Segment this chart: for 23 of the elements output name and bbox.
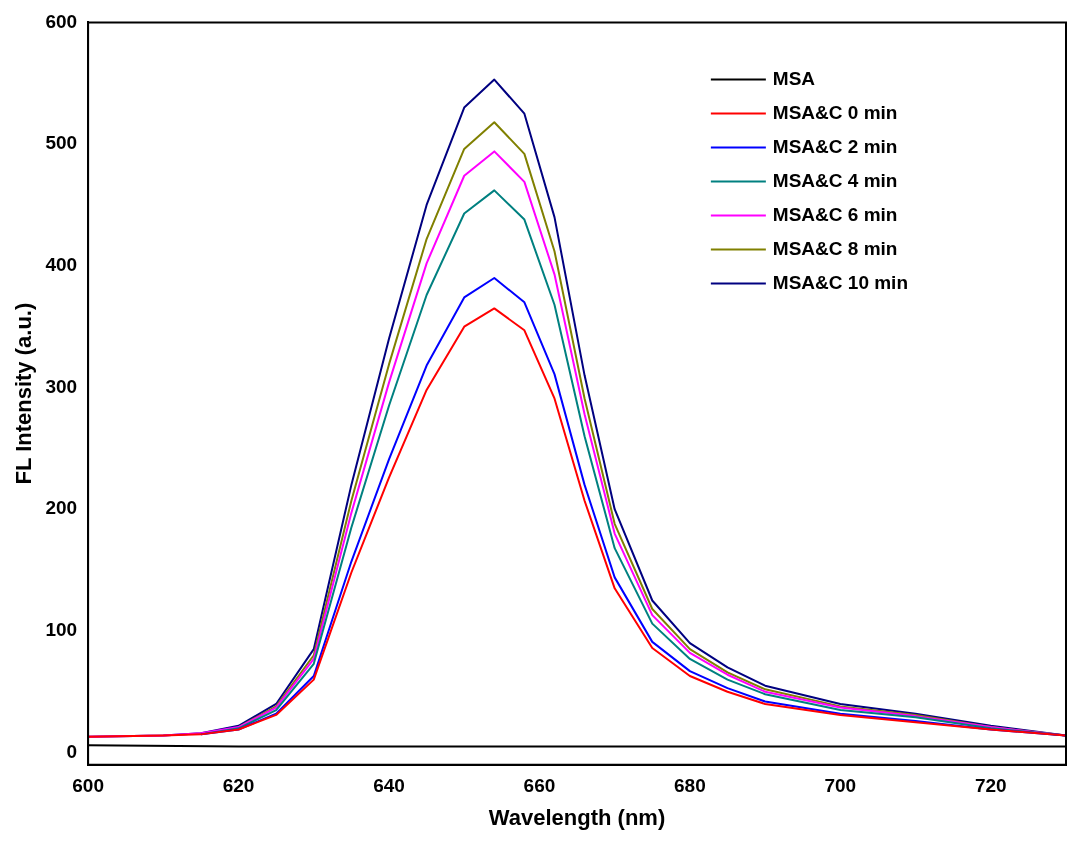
y-axis-title: FL Intensity (a.u.) bbox=[11, 302, 37, 485]
x-tick-label: 680 bbox=[674, 775, 706, 797]
x-tick-label: 640 bbox=[373, 775, 405, 797]
legend-label: MSA&C 10 min bbox=[772, 271, 909, 293]
x-tick-label: 720 bbox=[974, 775, 1007, 797]
x-axis-title: Wavelength (nm) bbox=[488, 804, 666, 830]
legend-label: MSA&C 4 min bbox=[772, 169, 898, 191]
y-tick-label: 300 bbox=[45, 375, 78, 397]
y-tick-label: 400 bbox=[45, 254, 78, 276]
x-tick-label: 700 bbox=[824, 775, 857, 797]
y-tick-label: 500 bbox=[45, 132, 78, 154]
legend-label: MSA&C 6 min bbox=[772, 203, 898, 225]
legend-label: MSA&C 8 min bbox=[772, 237, 898, 259]
legend-label: MSA&C 0 min bbox=[772, 101, 898, 123]
x-tick-label: 600 bbox=[72, 775, 104, 797]
y-tick-label: 600 bbox=[45, 10, 78, 32]
y-tick-label: 200 bbox=[45, 497, 78, 519]
legend-label: MSA bbox=[772, 67, 816, 89]
y-tick-label: 100 bbox=[45, 619, 78, 641]
x-tick-label: 660 bbox=[523, 775, 556, 797]
legend-label: MSA&C 2 min bbox=[772, 135, 898, 157]
y-tick-label: 0 bbox=[66, 740, 78, 762]
x-tick-label: 620 bbox=[222, 775, 255, 797]
